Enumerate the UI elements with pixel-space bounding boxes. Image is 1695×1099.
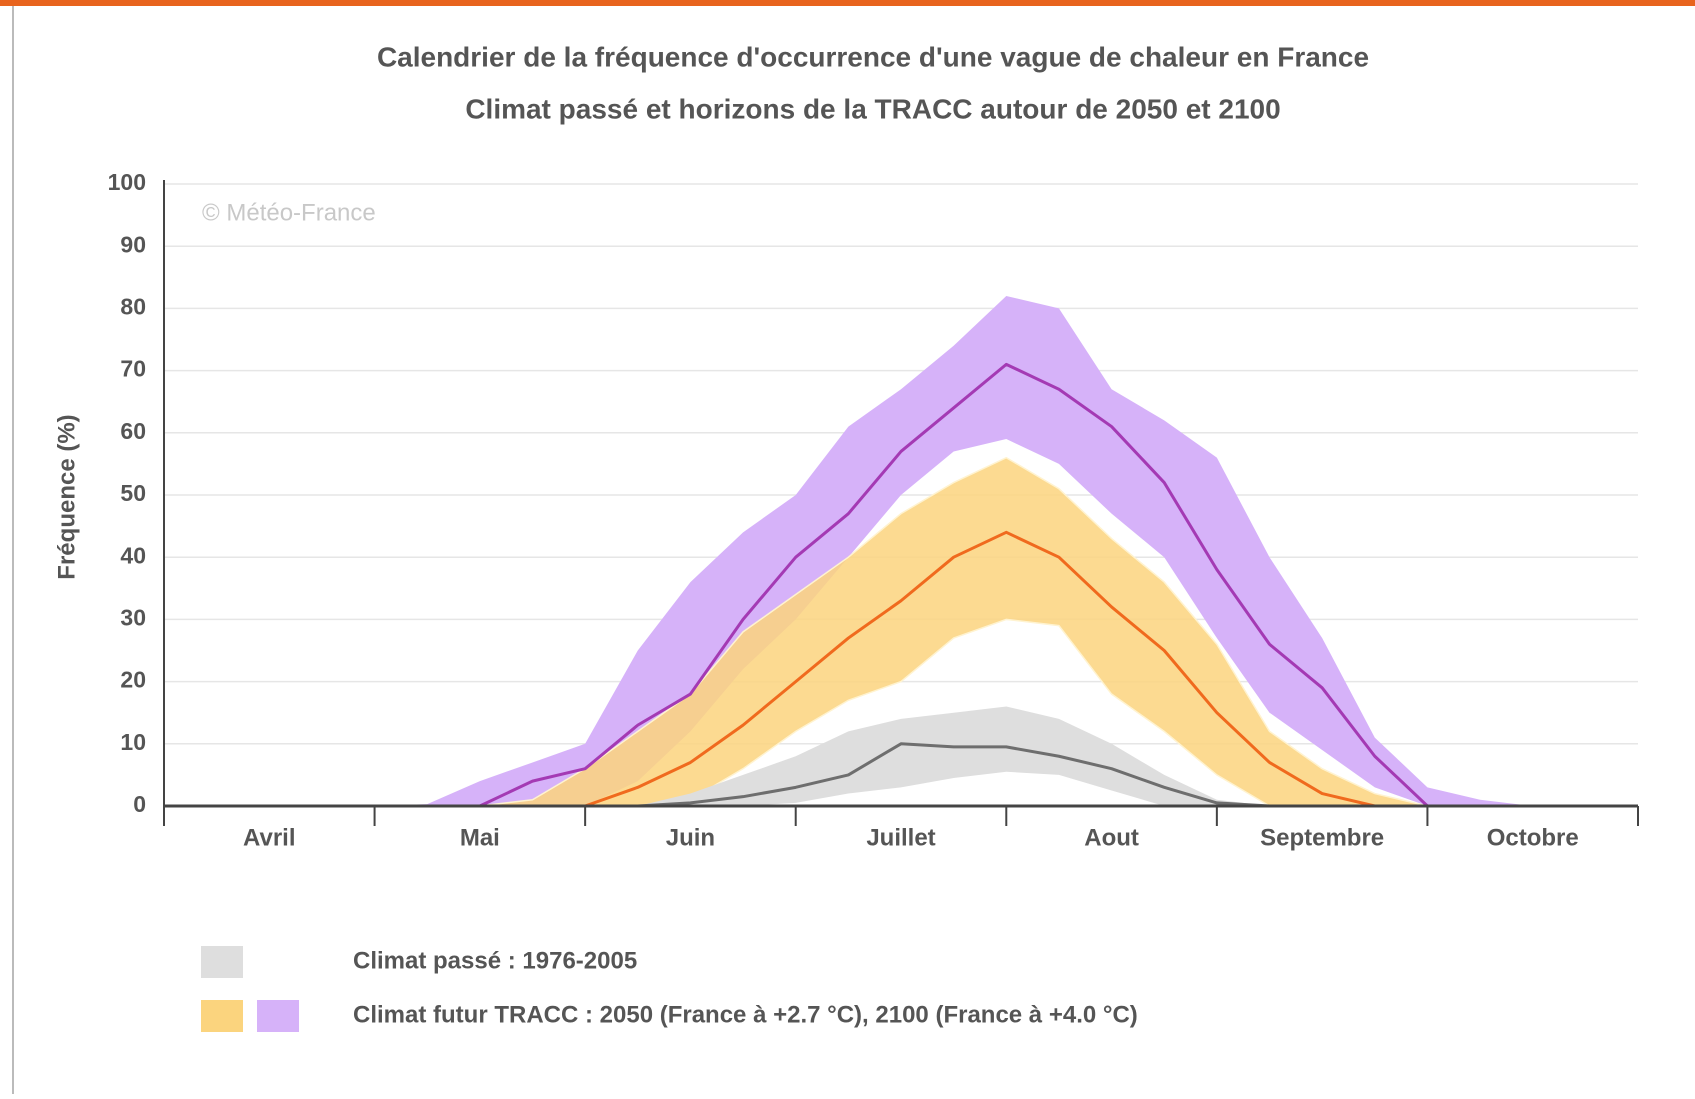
- y-tick-label: 100: [108, 169, 146, 195]
- y-tick-label: 40: [120, 542, 146, 568]
- y-tick-label: 60: [120, 418, 146, 444]
- chart-title: Calendrier de la fréquence d'occurrence …: [377, 41, 1369, 72]
- y-tick-label: 50: [120, 480, 146, 506]
- y-tick-label: 20: [120, 667, 146, 693]
- legend-swatch: [257, 1000, 299, 1032]
- y-tick-label: 90: [120, 231, 146, 257]
- y-axis-label: Fréquence (%): [53, 414, 80, 579]
- legend-label: Climat passé : 1976-2005: [353, 947, 637, 974]
- x-tick-label: Septembre: [1260, 824, 1384, 851]
- x-tick-label: Aout: [1084, 824, 1139, 851]
- y-tick-label: 10: [120, 729, 146, 755]
- x-tick-label: Octobre: [1487, 824, 1579, 851]
- y-tick-label: 30: [120, 604, 146, 630]
- watermark: © Météo-France: [202, 199, 376, 226]
- chart-subtitle: Climat passé et horizons de la TRACC aut…: [465, 93, 1280, 124]
- y-tick-label: 0: [133, 791, 146, 817]
- legend-swatch: [201, 1000, 243, 1032]
- range-band: [164, 706, 1638, 806]
- x-tick-label: Juillet: [866, 824, 935, 851]
- legend-swatch: [201, 946, 243, 978]
- y-tick-label: 80: [120, 293, 146, 319]
- y-tick-label: 70: [120, 356, 146, 382]
- legend-label: Climat futur TRACC : 2050 (France à +2.7…: [353, 1001, 1138, 1028]
- x-tick-label: Juin: [666, 824, 715, 851]
- top-bar: [0, 0, 1695, 6]
- x-tick-label: Mai: [460, 824, 500, 851]
- x-tick-label: Avril: [243, 824, 295, 851]
- range-band: [164, 295, 1638, 806]
